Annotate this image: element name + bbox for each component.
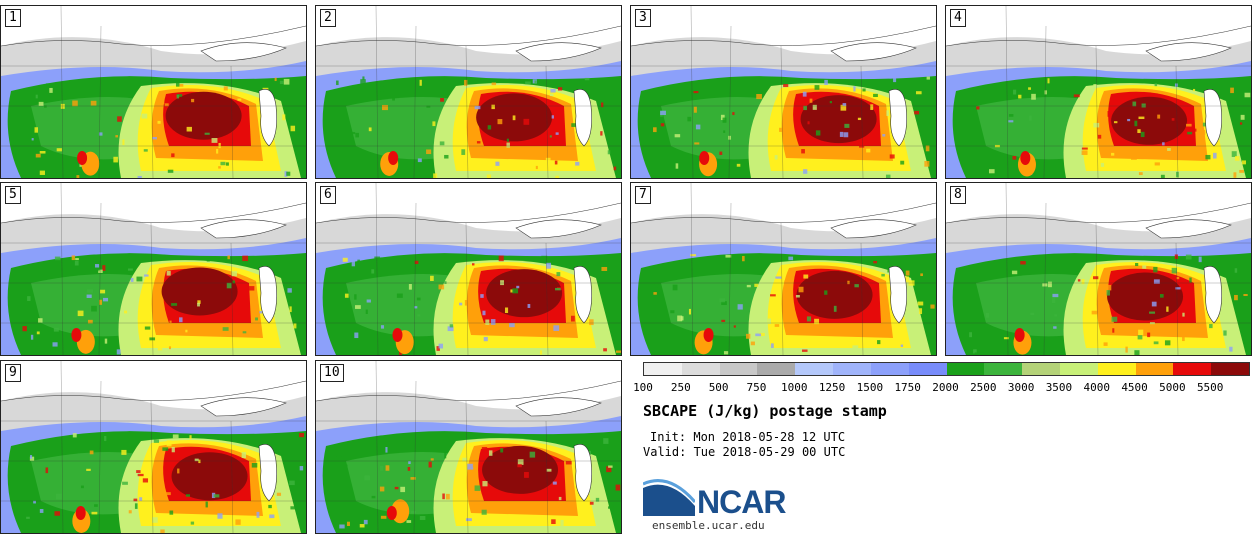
stamp-panel-10: 10: [315, 360, 622, 534]
colorbar-tick-label: 1000: [781, 381, 808, 394]
sbcape-map: [1, 183, 306, 355]
panel-label: 9: [5, 364, 21, 382]
colorbar-swatch: [1097, 363, 1136, 375]
sbcape-map: [631, 6, 936, 178]
colorbar-swatch: [833, 363, 871, 375]
colorbar-swatch: [1135, 363, 1174, 375]
sbcape-map: [316, 6, 621, 178]
stamp-panel-7: 7: [630, 182, 937, 356]
colorbar-swatch: [1059, 363, 1098, 375]
panel-label: 3: [635, 9, 651, 27]
colorbar: [643, 362, 1250, 376]
colorbar-tick-label: 750: [746, 381, 767, 394]
colorbar-tick-label: 5500: [1196, 381, 1224, 394]
ncar-logo-icon: [643, 479, 695, 516]
colorbar-swatch: [984, 363, 1023, 375]
sbcape-map: [316, 183, 621, 355]
stamp-panel-4: 4: [945, 5, 1252, 179]
panel-label: 5: [5, 186, 21, 204]
source-url[interactable]: ensemble.ucar.edu: [652, 519, 765, 532]
colorbar-tick-label: 2500: [970, 381, 997, 394]
colorbar-tick-label: 500: [708, 381, 729, 394]
colorbar-swatch: [1211, 363, 1249, 375]
colorbar-swatch: [1173, 363, 1212, 375]
colorbar-swatch: [1022, 363, 1060, 375]
panel-label: 2: [320, 9, 336, 27]
colorbar-swatch: [757, 363, 796, 375]
valid-time: Valid: Tue 2018-05-29 00 UTC: [643, 445, 846, 459]
stamp-panel-5: 5: [0, 182, 307, 356]
panel-label: 6: [320, 186, 336, 204]
stamp-panel-8: 8: [945, 182, 1252, 356]
colorbar-tick-label: 2000: [932, 381, 959, 394]
sbcape-map: [316, 361, 621, 533]
colorbar-swatch: [908, 363, 947, 375]
stamp-panel-1: 1: [0, 5, 307, 179]
colorbar-swatch: [795, 363, 834, 375]
panel-label: 10: [320, 364, 344, 382]
colorbar-tick-label: 4000: [1083, 381, 1111, 394]
init-time: Init: Mon 2018-05-28 12 UTC: [650, 430, 846, 444]
colorbar-tick-label: 3000: [1007, 381, 1035, 394]
colorbar-tick-label: 100: [633, 381, 653, 394]
colorbar-ticks: 100 250 500 750 1000 1250 1500 1750 2000 2500 3000…: [633, 381, 1260, 395]
colorbar-swatch: [946, 363, 985, 375]
chart-title: SBCAPE (J/kg) postage stamp: [643, 402, 887, 420]
colorbar-tick-label: 3500: [1045, 381, 1073, 394]
colorbar-tick-label: 4500: [1121, 381, 1148, 394]
stamp-panel-6: 6: [315, 182, 622, 356]
colorbar-swatch: [719, 363, 758, 375]
panel-label: 1: [5, 9, 21, 27]
ncar-logo-text: NCAR: [697, 484, 786, 520]
sbcape-map: [946, 183, 1251, 355]
sbcape-map: [1, 361, 306, 533]
stamp-panel-3: 3: [630, 5, 937, 179]
panel-label: 8: [950, 186, 966, 204]
sbcape-map: [1, 6, 306, 178]
panel-label: 4: [950, 9, 966, 27]
colorbar-swatch: [681, 363, 720, 375]
colorbar-tick-label: 250: [670, 381, 691, 394]
colorbar-tick-label: 1500: [856, 381, 884, 394]
stamp-panel-2: 2: [315, 5, 622, 179]
panel-label: 7: [635, 186, 651, 204]
sbcape-map: [946, 6, 1251, 178]
sbcape-map: [631, 183, 936, 355]
colorbar-tick-label: 1250: [818, 381, 846, 394]
colorbar-tick-label: 5000: [1159, 381, 1186, 394]
stamp-panel-9: 9: [0, 360, 307, 534]
colorbar-swatch: [644, 363, 682, 375]
colorbar-swatch: [870, 363, 909, 375]
colorbar-tick-label: 1750: [894, 381, 921, 394]
